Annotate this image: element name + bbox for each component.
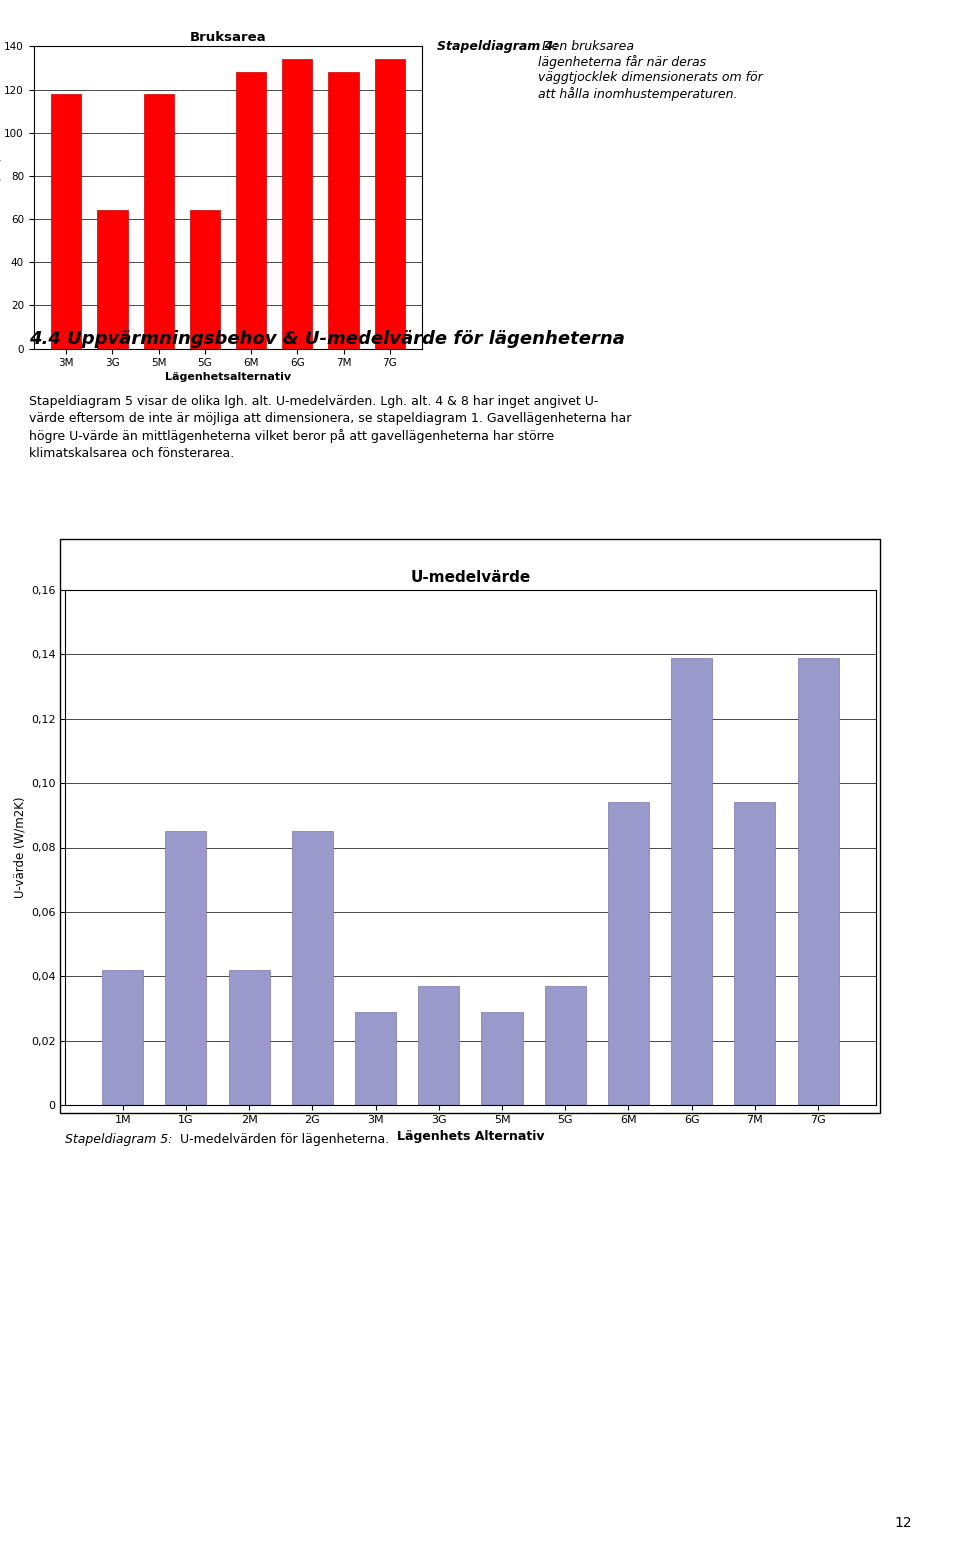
Text: Stapeldiagram 4:: Stapeldiagram 4: xyxy=(437,40,558,53)
Bar xyxy=(236,73,266,349)
Text: U-medelvärden för lägenheterna.: U-medelvärden för lägenheterna. xyxy=(176,1132,389,1146)
Bar xyxy=(734,802,776,1104)
Bar xyxy=(419,985,459,1104)
Bar xyxy=(374,59,405,349)
Title: U-medelvärde: U-medelvärde xyxy=(410,570,531,584)
Bar xyxy=(292,832,333,1104)
Text: 12: 12 xyxy=(895,1516,912,1530)
X-axis label: Lägenhets Alternativ: Lägenhets Alternativ xyxy=(396,1131,544,1143)
Text: Stapeldiagram 5:: Stapeldiagram 5: xyxy=(65,1132,173,1146)
X-axis label: Lägenhetsalternativ: Lägenhetsalternativ xyxy=(165,372,291,383)
Bar xyxy=(328,73,358,349)
Bar xyxy=(355,1011,396,1104)
Text: 4.4 Uppvärmningsbehov & U-medelvärde för lägenheterna: 4.4 Uppvärmningsbehov & U-medelvärde för… xyxy=(29,330,625,349)
Bar xyxy=(671,658,712,1104)
Text: Stapeldiagram 5 visar de olika lgh. alt. U-medelvärden. Lgh. alt. 4 & 8 har inge: Stapeldiagram 5 visar de olika lgh. alt.… xyxy=(29,395,631,460)
Bar xyxy=(482,1011,522,1104)
Bar xyxy=(190,211,220,349)
Bar xyxy=(544,985,586,1104)
Bar xyxy=(144,94,174,349)
Bar xyxy=(165,832,206,1104)
Y-axis label: U-värde (W/m2K): U-värde (W/m2K) xyxy=(13,796,27,898)
Bar xyxy=(102,970,143,1104)
Title: Bruksarea: Bruksarea xyxy=(190,31,266,43)
Bar xyxy=(98,211,128,349)
Y-axis label: Bruksarea (m2): Bruksarea (m2) xyxy=(0,156,1,239)
Bar xyxy=(228,970,270,1104)
Bar xyxy=(51,94,82,349)
Text: Den bruksarea
lägenheterna får när deras
väggtjocklek dimensionerats om för
att : Den bruksarea lägenheterna får när deras… xyxy=(538,40,762,101)
Bar xyxy=(282,59,312,349)
Bar xyxy=(798,658,839,1104)
Bar xyxy=(608,802,649,1104)
